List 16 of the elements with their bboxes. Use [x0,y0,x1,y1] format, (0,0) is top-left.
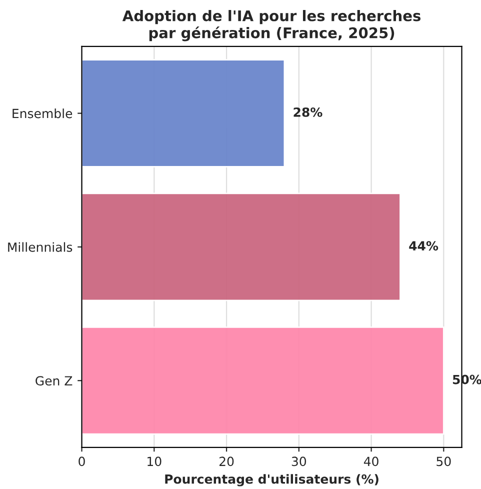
y-tick-label: Ensemble [12,108,72,118]
x-tick-label: 50 [436,456,451,466]
bar [82,59,286,168]
x-tick-label: 0 [78,456,85,466]
data-label: 44% [409,241,438,251]
data-label: 28% [294,107,322,117]
x-tick-label: 20 [219,456,234,466]
x-tick-label: 40 [364,456,378,466]
bar [82,326,444,435]
x-tick-label: 30 [292,456,306,466]
x-tick-label: 10 [148,456,162,466]
y-tick-label: Millennials [8,242,72,252]
bar [82,192,401,302]
y-tick-label: Gen Z [36,376,72,386]
chart-title: Adoption de l'IA pour les recherches par génération (France, 2025) [122,10,420,42]
x-axis-title: Pourcentage d'utilisateurs (%) [165,474,378,486]
